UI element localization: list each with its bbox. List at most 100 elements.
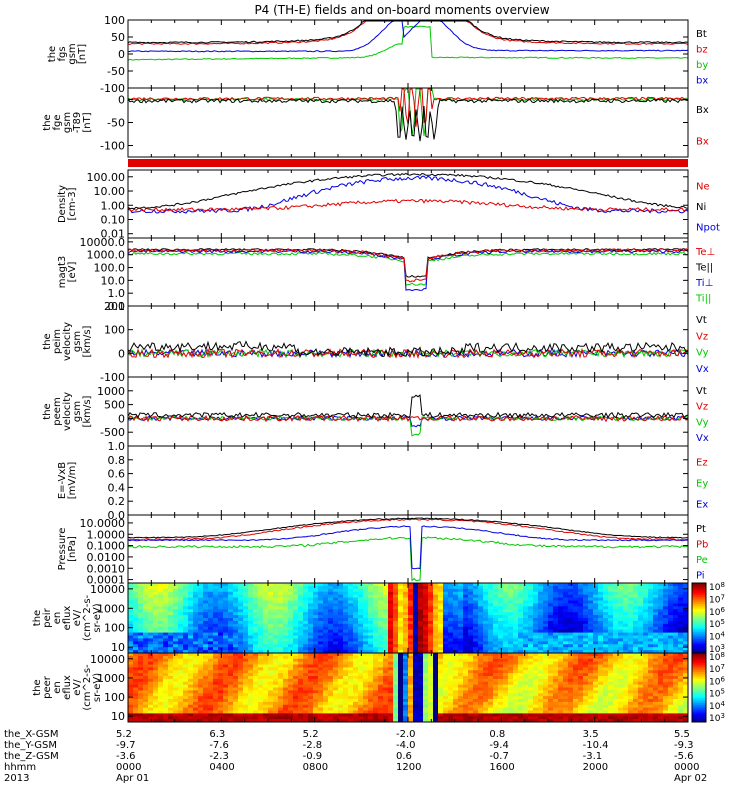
spectrogram-cell (598, 615, 604, 619)
spectrogram-cell (218, 600, 224, 604)
spectrogram-cell (273, 693, 279, 697)
spectrogram-cell (508, 641, 514, 645)
spectrogram-cell (563, 647, 569, 651)
spectrogram-cell (508, 588, 514, 593)
spectrogram-cell (353, 603, 359, 607)
spectrogram-cell (183, 678, 189, 683)
spectrogram-cell (403, 632, 409, 636)
spectrogram-cell (288, 690, 294, 694)
spectrogram-cell (303, 603, 309, 607)
spectrogram-cell (678, 626, 684, 631)
spectrogram-cell (173, 678, 179, 683)
spectrogram-cell (213, 594, 219, 598)
spectrogram-cell (433, 701, 439, 706)
spectrogram-cell (428, 687, 434, 691)
spectrogram-cell (303, 618, 309, 622)
fge-tick-label: -100 (100, 140, 125, 153)
spectrogram-cell (253, 635, 259, 639)
spectrogram-cell (163, 618, 169, 622)
spectrogram-cell (343, 696, 349, 700)
spectrogram-cell (158, 673, 164, 677)
spectrogram-cell (213, 632, 219, 636)
spectrogram-cell (533, 618, 539, 622)
spectrogram-cell (638, 594, 644, 598)
spectrogram-cell (418, 650, 424, 654)
spectrogram-cell (403, 618, 409, 622)
spectrogram-cell (378, 710, 384, 714)
spectrogram-cell (308, 585, 314, 590)
spectrogram-cell (193, 670, 199, 674)
spectrogram-cell (518, 623, 524, 628)
spectrogram-cell (598, 623, 604, 628)
spectrogram-cell (143, 603, 149, 607)
spectrogram-cell (548, 641, 554, 645)
spectrogram-cell (423, 658, 429, 663)
spectrogram-cell (448, 591, 454, 596)
spectrogram-cell (413, 713, 419, 717)
spectrogram-cell (263, 667, 269, 671)
spectrogram-cell (158, 699, 164, 703)
spectrogram-cell (303, 588, 309, 593)
spectrogram-cell (458, 606, 464, 610)
spectrogram-cell (223, 612, 229, 616)
spectrogram-cell (308, 626, 314, 631)
spectrogram-cell (603, 620, 609, 625)
spectrogram-cell (343, 701, 349, 706)
spectrogram-cell (603, 609, 609, 613)
spectrogram-cell (193, 606, 199, 610)
spectrogram-cell (668, 600, 674, 604)
spectrogram-cell (438, 678, 444, 683)
spectrogram-cell (448, 626, 454, 631)
spectrogram-cell (128, 664, 134, 668)
spectrogram-cell (223, 647, 229, 651)
spectrogram-cell (658, 635, 664, 639)
spectrogram-cell (148, 600, 154, 604)
spectrogram-cell (618, 641, 624, 645)
spectrogram-cell (203, 696, 209, 700)
spectrogram-cell (303, 644, 309, 648)
spectrogram-cell (338, 650, 344, 654)
spectrogram-cell (303, 635, 309, 639)
spectrogram-cell (293, 603, 299, 607)
spectrogram-cell (258, 647, 264, 651)
spectrogram-cell (278, 603, 284, 607)
spectrogram-cell (383, 704, 389, 709)
spectrogram-cell (323, 673, 329, 677)
spectrogram-cell (193, 609, 199, 613)
spectrogram-cell (453, 583, 459, 587)
spectrogram-cell (293, 670, 299, 674)
spectrogram-cell (458, 594, 464, 598)
spectrogram-cell (463, 623, 469, 628)
spectrogram-cell (448, 676, 454, 680)
spectrogram-cell (203, 635, 209, 639)
spectrogram-cell (333, 583, 339, 587)
spectrogram-cell (243, 699, 249, 703)
spectrogram-cell (143, 696, 149, 700)
spectrogram-cell (283, 632, 289, 636)
spectrogram-cell (403, 606, 409, 610)
spectrogram-cell (373, 670, 379, 674)
spectrogram-cell (538, 615, 544, 619)
spectrogram-cell (398, 664, 404, 668)
spectrogram-cell (318, 678, 324, 683)
spectrogram-cell (328, 641, 334, 645)
spectrogram-cell (403, 597, 409, 601)
spectrogram-cell (263, 588, 269, 593)
spectrogram-cell (633, 597, 639, 601)
spectrogram-cell (318, 687, 324, 691)
spectrogram-cell (133, 653, 139, 657)
spectrogram-cell (453, 609, 459, 613)
spectrogram-cell (468, 650, 474, 654)
spectrogram-cell (153, 707, 159, 711)
spectrogram-cell (158, 626, 164, 631)
spectrogram-cell (138, 585, 144, 590)
spectrogram-cell (163, 710, 169, 714)
spectrogram-cell (428, 638, 434, 642)
spectrogram-cell (443, 629, 449, 633)
spectrogram-cell (448, 687, 454, 691)
spectrogram-cell (663, 650, 669, 654)
spectrogram-cell (193, 635, 199, 639)
spectrogram-cell (433, 629, 439, 633)
spectrogram-cell (278, 704, 284, 709)
spectrogram-cell (328, 693, 334, 697)
